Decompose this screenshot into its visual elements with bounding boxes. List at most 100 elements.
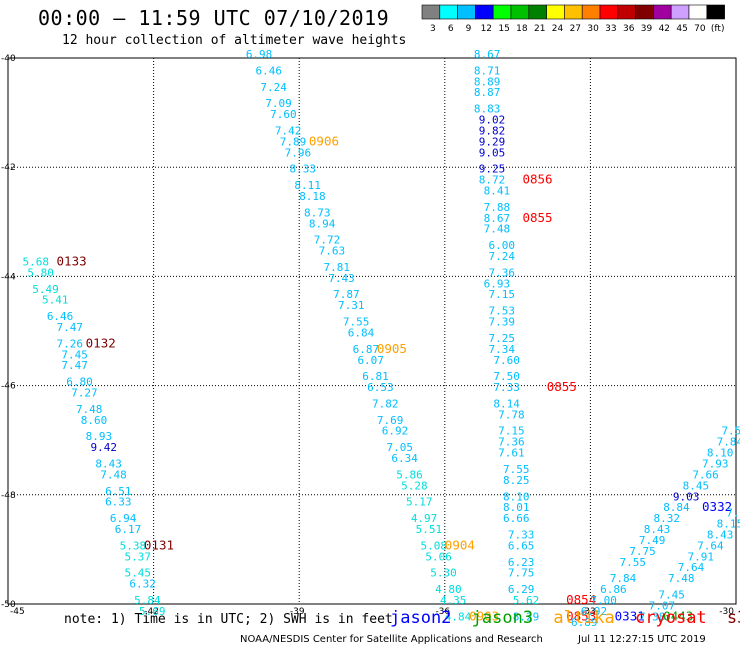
swh-value-label: 8.87 (474, 86, 501, 99)
swh-value-label: 6.84 (348, 326, 375, 339)
swh-value-label: 6.81 (362, 370, 389, 383)
swh-value-label: 8.43 (95, 458, 122, 471)
legend-altika: altika (553, 608, 615, 628)
pass-time-label: 0132 (86, 335, 116, 350)
swh-value-label: 7.55 (343, 316, 370, 329)
swh-value-label: 7.91 (687, 550, 714, 563)
swh-value-label: 7.75 (508, 567, 534, 580)
swh-value-label: 7.60 (493, 354, 520, 367)
swh-value-label: 7.64 (678, 561, 705, 574)
legend-s3a: s3a (726, 608, 740, 628)
swh-value-label: 7.84 (610, 572, 637, 585)
colorbar-label: 42 (659, 24, 670, 34)
swh-value-label: 9.29 (479, 135, 506, 148)
chart-subtitle: 12 hour collection of altimeter wave hei… (62, 33, 407, 48)
x-tick-label: -39 (290, 607, 305, 617)
swh-value-label: 7.33 (508, 528, 534, 541)
colorbar-label: 24 (552, 24, 564, 34)
swh-value-label: 8.18 (299, 190, 326, 203)
swh-value-label: 7.47 (61, 359, 88, 372)
swh-value-label: 7.45 (61, 348, 88, 361)
pass-time-label: 0133 (57, 253, 87, 268)
y-tick-label: -44 (1, 272, 16, 282)
colorbar-label: 45 (676, 24, 687, 34)
x-tick-label: -33 (581, 607, 596, 617)
swh-value-label: 7.24 (260, 81, 287, 94)
swh-value-label: 8.14 (493, 397, 520, 410)
swh-value-label: 7.72 (314, 234, 341, 247)
pass-time-label: 0906 (309, 133, 339, 148)
swh-value-label: 7.82 (372, 397, 399, 410)
swh-value-label: 7.39 (488, 316, 514, 329)
pass-time-label: 0855 (547, 379, 577, 394)
swh-value-label: 5.30 (430, 567, 457, 580)
swh-value-label: 7.36 (488, 266, 514, 279)
swh-value-label: 7.50 (493, 370, 520, 383)
swh-value-label: 9.25 (479, 163, 506, 176)
colorbar-label: 21 (534, 24, 545, 34)
swh-value-label: 8.25 (503, 474, 530, 487)
swh-value-label: 9.42 (91, 441, 118, 454)
colorbar-label: 12 (481, 24, 492, 34)
swh-value-label: 7.96 (285, 146, 312, 159)
pass-time-label: 0854 (566, 592, 596, 607)
swh-value-label: 4.35 (440, 594, 467, 607)
swh-value-label: 8.32 (653, 512, 680, 525)
legend-cryosat: cryosat (635, 608, 707, 628)
swh-value-label: 7.55 (620, 556, 647, 569)
swh-value-label: 6.23 (508, 556, 534, 569)
swh-value-label: 7.49 (639, 534, 666, 547)
swh-value-label: 5.06 (425, 550, 452, 563)
pass-time-label: 0905 (377, 341, 407, 356)
swh-value-label: 7.61 (498, 447, 524, 460)
swh-value-label: 7.93 (702, 458, 729, 471)
pass-time-label: 0332 (702, 499, 732, 514)
footer-timestamp: Jul 11 12:27:15 UTC 2019 (578, 634, 706, 645)
swh-value-label: 6.87 (353, 343, 380, 356)
swh-value-label: 7.53 (721, 425, 740, 438)
swh-value-label: 8.45 (683, 479, 710, 492)
swh-value-label: 6.46 (47, 310, 74, 323)
swh-value-label: 8.67 (474, 48, 501, 61)
swh-value-label: 7.26 (57, 337, 84, 350)
swh-value-label: 8.29 (513, 610, 540, 623)
swh-value-label: 5.38 (120, 539, 147, 552)
swh-value-label: 8.11 (294, 179, 321, 192)
swh-value-label: 8.33 (289, 163, 316, 176)
swh-value-label: 5.08 (421, 539, 448, 552)
colorbar-label: 15 (498, 24, 509, 34)
x-tick-label: -30 (719, 607, 734, 617)
y-tick-label: -46 (1, 382, 16, 392)
swh-value-label: 7.34 (488, 343, 515, 356)
colorbar-label: 30 (587, 24, 599, 34)
swh-value-label: 8.93 (86, 430, 113, 443)
swh-value-label: 7.66 (692, 468, 719, 481)
swh-value-label: 7.05 (387, 441, 414, 454)
swh-value-label: 6.51 (105, 485, 132, 498)
swh-value-label: 4.97 (411, 512, 438, 525)
swh-value-label: 7.78 (498, 408, 524, 421)
swh-value-label: 7.55 (503, 463, 530, 476)
swh-value-label: 9.03 (673, 490, 700, 503)
swh-value-label: 6.34 (391, 452, 418, 465)
colorbar-label: 36 (623, 24, 635, 34)
swh-value-label: 6.46 (256, 64, 283, 77)
swh-value-label: 8.60 (81, 414, 108, 427)
swh-value-label: 5.28 (401, 479, 428, 492)
swh-value-label: 5.49 (32, 283, 59, 296)
swh-value-label: 6.00 (488, 239, 514, 252)
swh-value-label: 6.29 (508, 583, 534, 596)
swh-value-label: 7.24 (488, 250, 515, 263)
x-tick-label: -45 (10, 607, 25, 617)
pass-time-label: 0855 (522, 210, 552, 225)
pass-time-label: 0903 (469, 608, 499, 623)
swh-value-label: 9.82 (479, 124, 506, 137)
pass-time-label: 0856 (522, 172, 552, 187)
pass-time-label: 0853 (566, 608, 596, 623)
swh-value-label: 7.36 (498, 436, 524, 449)
swh-value-label: 5.86 (396, 468, 423, 481)
colorbar-label: 3 (430, 24, 436, 34)
swh-value-label: 8.72 (479, 174, 506, 187)
swh-value-label: 8.10 (503, 490, 530, 503)
colorbar-label: 39 (641, 24, 653, 34)
